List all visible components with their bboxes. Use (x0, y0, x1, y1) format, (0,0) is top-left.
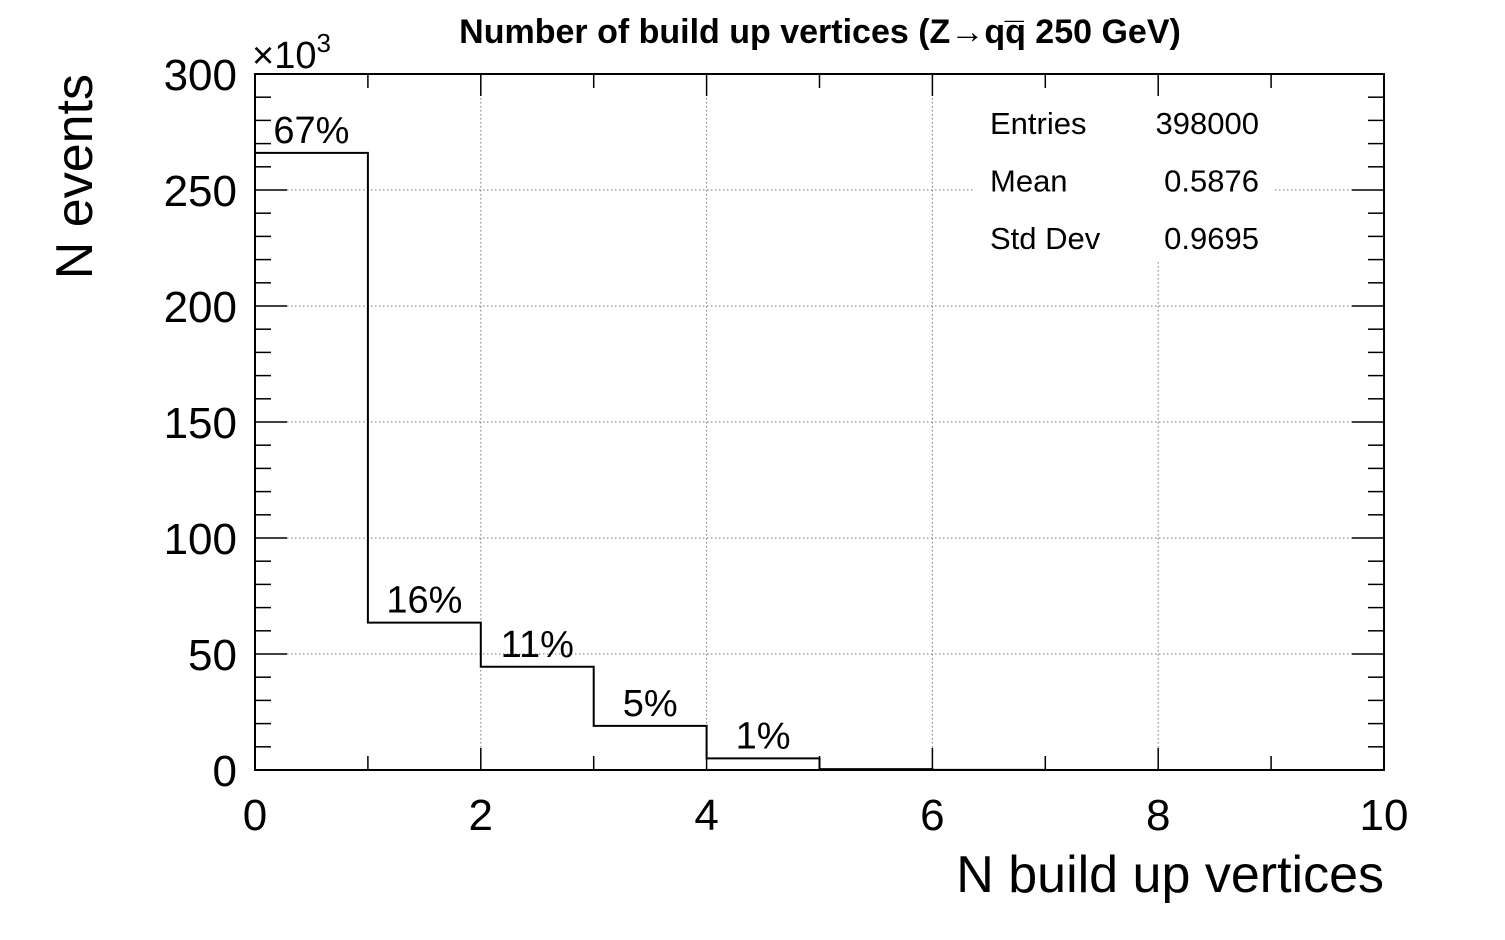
stat-name: Std Dev (990, 221, 1101, 256)
stat-name: Entries (990, 106, 1086, 141)
y-axis-title: N events (46, 74, 104, 279)
x-tick-labels: 0 2 4 6 8 10 (243, 791, 1409, 840)
x-axis-title: N build up vertices (956, 846, 1384, 904)
x-tick-label: 10 (1360, 791, 1409, 840)
histogram-bar (481, 667, 594, 770)
histogram-bar (368, 623, 481, 770)
bar-label: 67% (273, 110, 349, 152)
chart-title: Number of build up vertices (Z→qq̅ 250 G… (459, 13, 1181, 51)
bar-label: 1% (736, 715, 791, 757)
histogram-bar (255, 153, 368, 770)
x-tick-label: 8 (1146, 791, 1170, 840)
y-multiplier: ×103 (252, 28, 331, 77)
stat-value: 0.9695 (1164, 221, 1259, 256)
y-tick-label: 200 (164, 283, 237, 332)
stat-value: 398000 (1156, 106, 1259, 141)
stat-name: Mean (990, 164, 1068, 199)
bar-percent-labels: 67% 16% 11% 5% 1% (273, 110, 790, 758)
bar-label: 16% (386, 580, 462, 622)
y-tick-label: 0 (213, 747, 237, 796)
stats-box: Entries 398000 Mean 0.5876 Std Dev 0.9695 (975, 96, 1275, 261)
x-tick-label: 0 (243, 791, 267, 840)
axis-ticks (254, 73, 1385, 771)
stat-value: 0.5876 (1164, 164, 1259, 199)
bar-label: 5% (623, 683, 678, 725)
y-tick-label: 50 (188, 631, 237, 680)
x-tick-label: 4 (694, 791, 718, 840)
x-tick-label: 6 (920, 791, 944, 840)
y-tick-label: 300 (164, 51, 237, 100)
bar-label: 11% (501, 624, 574, 666)
histogram-bar (594, 726, 707, 770)
x-tick-label: 2 (469, 791, 493, 840)
histogram-bar (707, 758, 820, 770)
stats-box-background (975, 96, 1275, 261)
y-tick-label: 100 (164, 515, 237, 564)
y-tick-label: 250 (164, 167, 237, 216)
y-tick-labels: 0 50 100 150 200 250 300 (164, 51, 237, 796)
y-tick-label: 150 (164, 399, 237, 448)
